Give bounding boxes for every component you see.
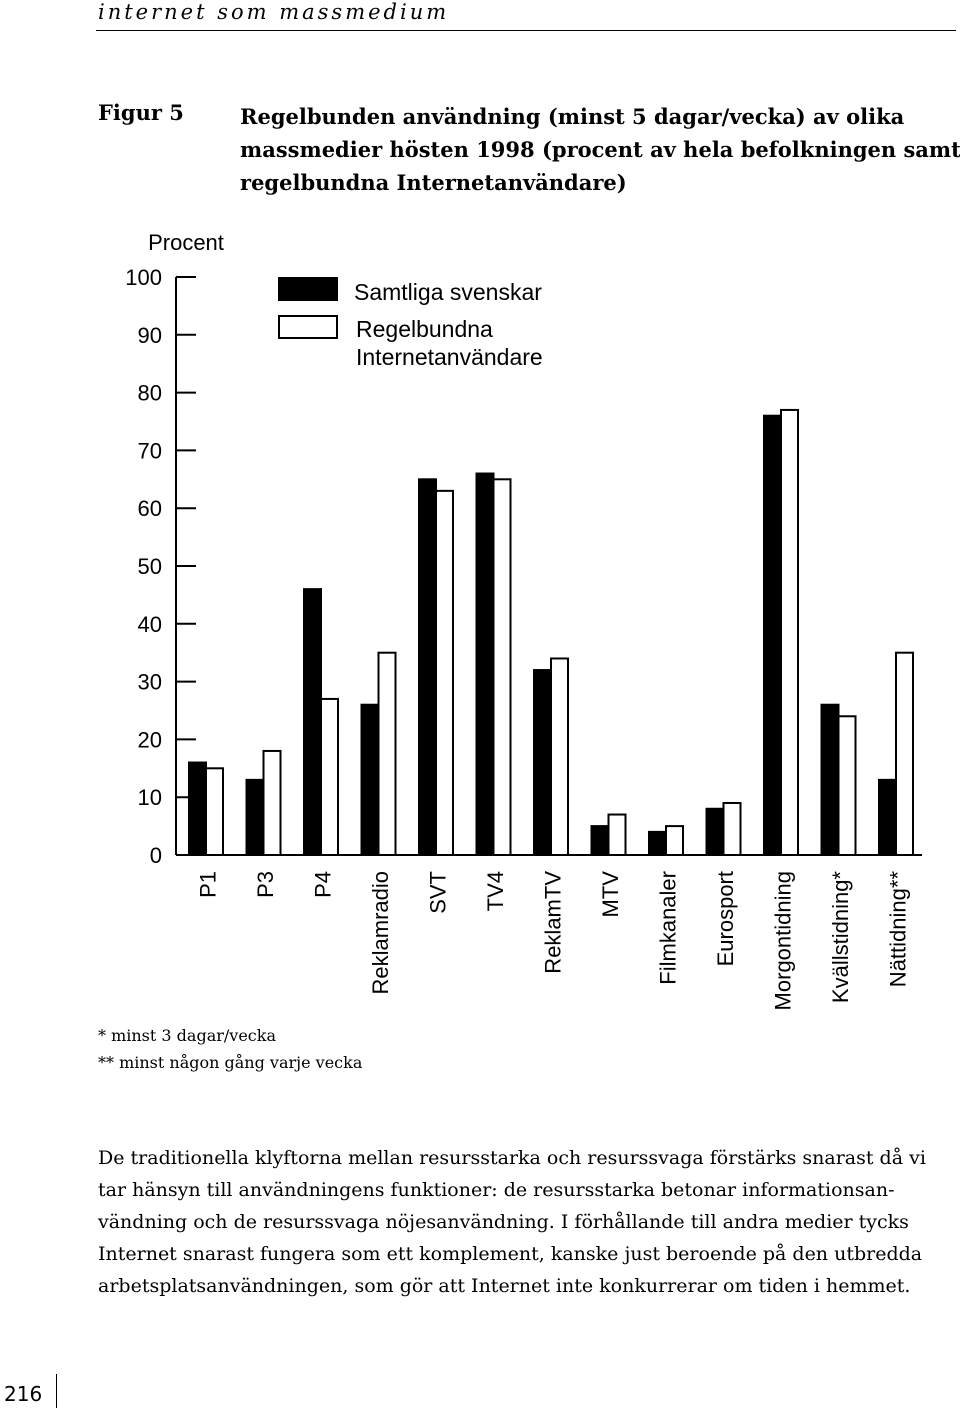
x-axis-labels: P1 P3 P4 Reklamradio SVT TV4 ReklamTV MTV Filmka… [196,871,911,1011]
x-tick-label: MTV [598,871,623,918]
header-rule [96,30,956,31]
x-tick-label: Morgontidning [771,871,796,1010]
bar-samtliga-0 [188,761,207,857]
bar-internet-3 [377,651,397,857]
footnote-2: ** minst någon gång varje vecka [98,1053,363,1072]
x-tick-label: TV4 [483,871,508,911]
body-line: Internet snarast fungera som ett komplem… [98,1243,923,1265]
body-line: vändning och de resurssvaga nöjesanvändn… [98,1211,909,1233]
bar-internet-1 [262,749,282,857]
bar-samtliga-1 [245,778,265,856]
y-axis: 0 10 20 30 40 50 60 70 80 90 100 [125,265,922,868]
running-head: internet som massmedium [98,0,450,24]
bar-internet-7 [607,813,627,856]
caption-line: massmedier hösten 1998 (procent av hela … [240,137,960,162]
bar-internet-9 [722,801,742,856]
bar-samtliga-8 [648,830,667,857]
body-paragraph: De traditionella klyftorna mellan resurs… [98,1142,958,1302]
y-tick-label: 70 [138,438,162,463]
y-tick-label: 30 [138,670,162,695]
bar-samtliga-5 [475,472,495,857]
caption-line: regelbundna Internetanvändare) [240,170,627,195]
figure-caption: Regelbunden användning (minst 5 dagar/ve… [240,100,960,199]
x-tick-label: Nättidning** [886,871,911,988]
bar-internet-2 [320,697,339,856]
bar-internet-4 [435,489,454,856]
x-tick-label: Eurosport [713,871,738,966]
body-line: tar hänsyn till användningens funktioner… [98,1179,895,1201]
caption-line: Regelbunden användning (minst 5 dagar/ve… [240,104,905,129]
y-axis-label: Procent [148,230,224,255]
y-tick-label: 90 [138,323,162,348]
legend-swatch-internet [278,315,338,339]
page-number: 216 [4,1382,43,1406]
body-line: De traditionella klyftorna mellan resurs… [98,1147,926,1169]
bar-samtliga-12 [878,778,897,856]
bar-chart: Procent 0 10 20 30 40 50 60 70 80 90 100 P1 P3 P4 Rek… [125,230,922,1011]
x-tick-label: Reklamradio [368,871,393,995]
legend-label-samtliga: Samtliga svenskar [354,279,542,305]
x-tick-label: Filmkanaler [656,871,681,985]
bar-samtliga-4 [418,478,437,856]
x-tick-label: P3 [253,871,278,898]
bar-internet-12 [895,651,914,857]
figure-label: Figur 5 [98,100,184,125]
bars [188,408,914,857]
x-tick-label: P1 [196,871,221,898]
bar-internet-5 [492,478,512,856]
x-tick-label: ReklamTV [541,871,566,974]
bar-internet-0 [205,767,224,856]
bar-internet-8 [665,825,684,856]
bar-samtliga-10 [763,414,782,856]
bar-internet-11 [837,715,857,856]
y-tick-label: 100 [125,265,162,290]
body-line: arbetsplatsanvändningen, som gör att Int… [98,1275,911,1297]
y-tick-label: 0 [150,843,162,868]
footnotes: * minst 3 dagar/vecka ** minst någon gån… [98,1022,362,1076]
bar-samtliga-2 [303,588,322,856]
y-tick-label: 20 [138,727,162,752]
y-tick-label: 80 [138,381,162,406]
footnote-1: * minst 3 dagar/vecka [98,1026,276,1045]
page-number-rule [56,1374,57,1408]
bar-samtliga-9 [705,807,725,857]
bar-samtliga-3 [360,703,380,856]
bar-samtliga-6 [533,669,552,857]
x-tick-label: Kvällstidning* [828,871,853,1004]
y-tick-label: 40 [138,612,162,637]
x-tick-label: SVT [426,871,451,914]
legend-label-internet: Internetanvändare [356,344,543,370]
y-tick-label: 10 [138,785,162,810]
y-tick-label: 50 [138,554,162,579]
bar-internet-10 [780,408,799,856]
bar-samtliga-11 [820,703,840,856]
x-tick-label: P4 [311,871,336,898]
bar-internet-6 [550,657,569,857]
bar-samtliga-7 [590,825,610,856]
legend: Samtliga svenskar RegelbundnaInternetanvä… [278,277,543,370]
legend-swatch-samtliga [278,277,338,301]
y-tick-label: 60 [138,496,162,521]
legend-label-internet: Regelbundna [356,316,493,342]
